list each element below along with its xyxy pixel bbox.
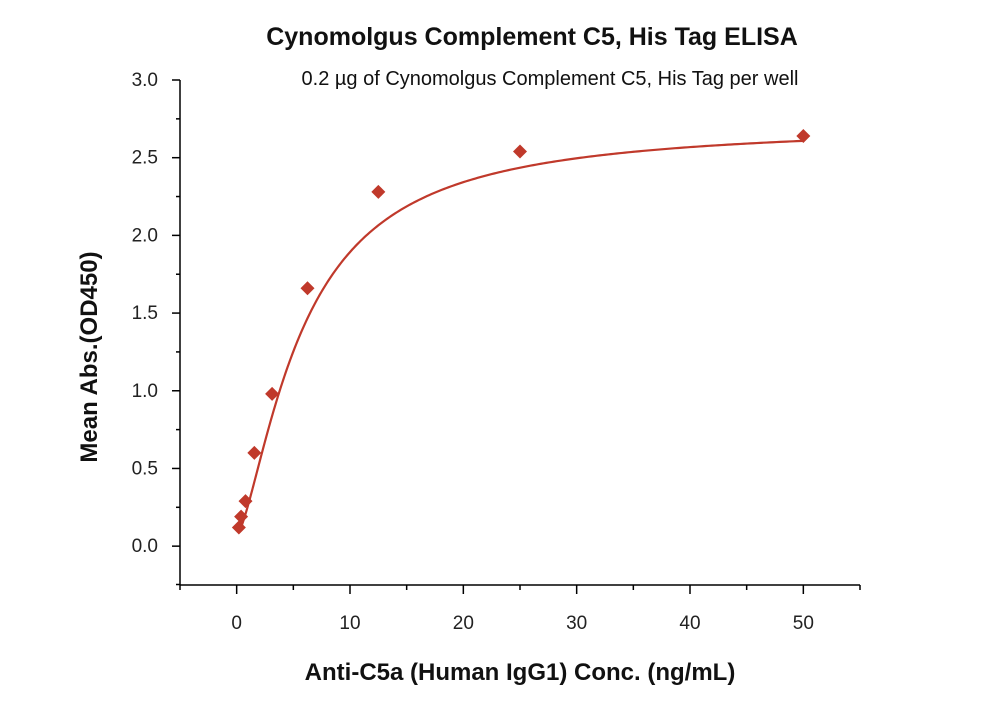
y-tick-label: 3.0 — [132, 70, 158, 91]
data-point — [238, 494, 253, 509]
data-point — [513, 144, 527, 159]
x-axis-ticks: 0 10 20 30 40 50 — [179, 585, 861, 634]
y-tick-label: 2.0 — [132, 225, 158, 246]
y-axis-ticks: 0.0 0.5 1.0 1.5 2.0 2.5 3.0 — [132, 70, 180, 586]
x-axis-title: Anti-C5a (Human IgG1) Conc. (ng/mL) — [305, 659, 736, 686]
data-point — [371, 184, 386, 199]
data-point — [247, 445, 262, 460]
x-tick-label: 10 — [339, 613, 360, 634]
y-tick-label: 2.5 — [132, 148, 158, 169]
data-point — [300, 281, 315, 296]
y-tick-label: 1.5 — [132, 303, 158, 324]
x-tick-label: 30 — [566, 613, 587, 634]
x-tick-label: 0 — [231, 613, 242, 634]
y-tick-label: 1.0 — [132, 381, 158, 402]
y-axis-title: Mean Abs.(OD450) — [76, 251, 103, 462]
chart-subtitle: 0.2 µg of Cynomolgus Complement C5, His … — [302, 68, 799, 90]
y-tick-label: 0.0 — [132, 536, 158, 557]
data-points-layer — [231, 128, 811, 535]
data-point — [234, 509, 249, 524]
fit-curve — [237, 139, 804, 533]
fit-curve-layer — [237, 139, 804, 533]
y-tick-label: 0.5 — [132, 458, 158, 479]
data-point — [265, 386, 280, 401]
x-tick-label: 50 — [793, 613, 814, 634]
chart-title: Cynomolgus Complement C5, His Tag ELISA — [266, 23, 798, 51]
data-point — [231, 520, 246, 535]
data-point — [796, 128, 811, 143]
x-tick-label: 40 — [679, 613, 700, 634]
x-tick-label: 20 — [453, 613, 474, 634]
